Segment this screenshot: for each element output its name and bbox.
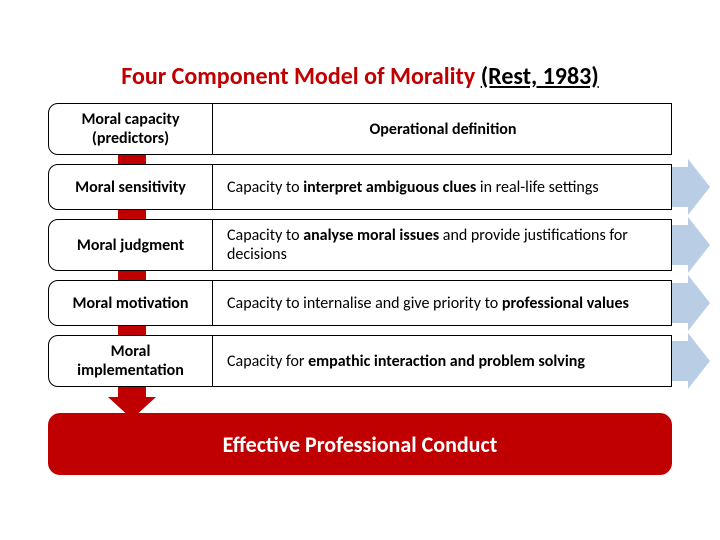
def-bold: empathic interaction and problem solving <box>308 352 585 371</box>
table-row: Moral implementation Capacity for empath… <box>48 335 672 387</box>
capacity-definition: Capacity to analyse moral issues and pro… <box>213 219 672 271</box>
def-text: in real-life settings <box>476 178 598 197</box>
def-text: Capacity to internalise and give priorit… <box>227 294 502 313</box>
title-main: Four Component Model of Morality <box>121 62 475 91</box>
capacity-definition: Capacity to interpret ambiguous clues in… <box>213 164 672 210</box>
slide-title: Four Component Model of Morality (Rest, … <box>0 0 720 103</box>
table-header-row: Moral capacity (predictors) Operational … <box>48 103 672 155</box>
table-row: Moral motivation Capacity to internalise… <box>48 280 672 326</box>
def-text: Capacity for <box>227 352 308 371</box>
capacity-definition: Capacity for empathic interaction and pr… <box>213 335 672 387</box>
def-text: Capacity to <box>227 226 303 245</box>
def-text: Capacity to <box>227 178 303 197</box>
model-table: Moral capacity (predictors) Operational … <box>48 103 672 387</box>
footer-label: Effective Professional Conduct <box>223 431 498 458</box>
def-bold: professional values <box>502 294 629 313</box>
capacity-label: Moral motivation <box>48 280 213 326</box>
table-row: Moral sensitivity Capacity to interpret … <box>48 164 672 210</box>
header-left: Moral capacity (predictors) <box>48 103 213 155</box>
title-citation: (Rest, 1983) <box>481 62 599 91</box>
capacity-label: Moral judgment <box>48 219 213 271</box>
capacity-label: Moral implementation <box>48 335 213 387</box>
footer-outcome-bar: Effective Professional Conduct <box>48 413 672 475</box>
def-bold: analyse moral issues <box>303 226 439 245</box>
capacity-label: Moral sensitivity <box>48 164 213 210</box>
table-row: Moral judgment Capacity to analyse moral… <box>48 219 672 271</box>
header-right: Operational definition <box>213 103 672 155</box>
def-bold: interpret ambiguous clues <box>303 178 476 197</box>
capacity-definition: Capacity to internalise and give priorit… <box>213 280 672 326</box>
